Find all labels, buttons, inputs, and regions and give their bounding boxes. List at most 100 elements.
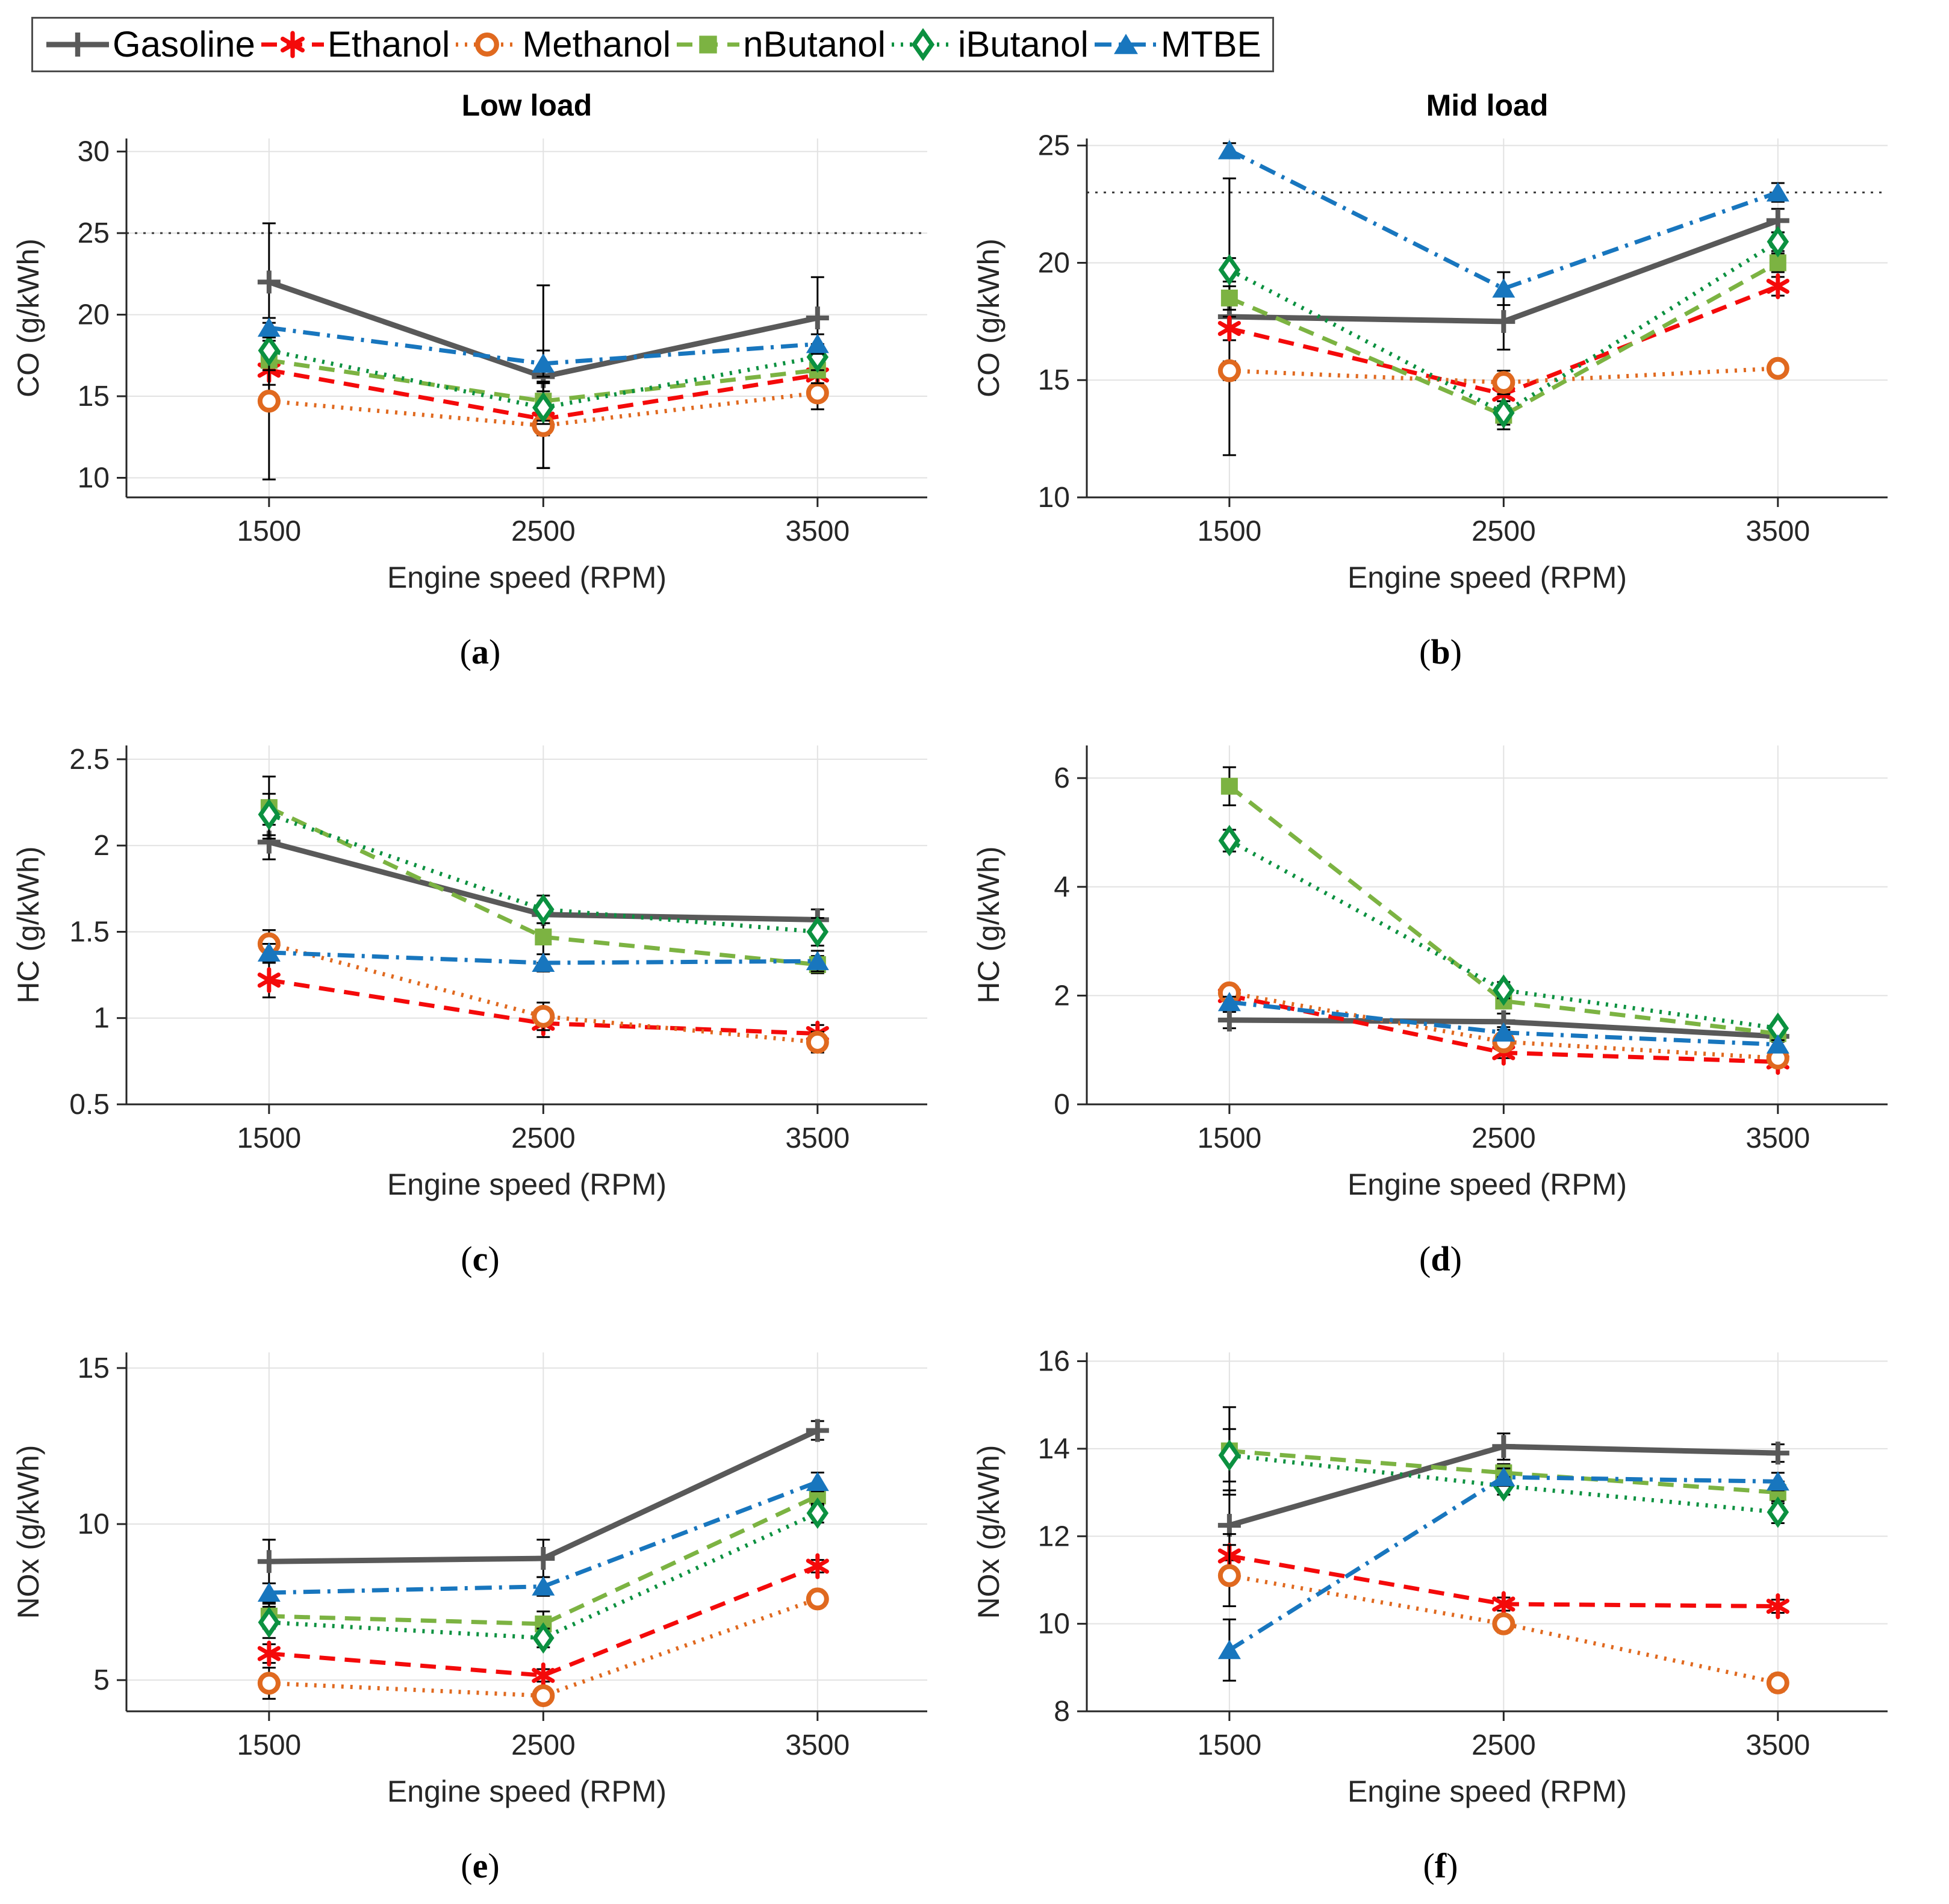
caption-e: (e) <box>0 1827 960 1904</box>
svg-text:1.5: 1.5 <box>69 916 110 948</box>
svg-text:Engine speed (RPM): Engine speed (RPM) <box>1348 1168 1627 1201</box>
caption-c-letter: c <box>472 1239 488 1278</box>
svg-text:Engine speed (RPM): Engine speed (RPM) <box>387 1168 667 1201</box>
svg-text:NOx (g/kWh): NOx (g/kWh) <box>11 1445 45 1619</box>
chart-nox-low-load: 5 10 15 1500 2500 3500 Engine speed (RPM) NOx (… <box>0 1297 960 1827</box>
svg-text:20: 20 <box>1038 247 1070 279</box>
charts-grid: 10 15 20 25 30 1500 2500 3500 Engine speed (RPM)… <box>0 83 1949 1904</box>
svg-text:3500: 3500 <box>785 515 850 547</box>
legend-item-mtbe: MTBE <box>1092 25 1261 64</box>
svg-text:2.5: 2.5 <box>69 744 110 776</box>
caption-c-close: ) <box>488 1239 500 1278</box>
caption-b-open: ( <box>1419 632 1431 671</box>
svg-text:14: 14 <box>1038 1433 1070 1465</box>
svg-text:2500: 2500 <box>511 515 576 547</box>
svg-text:15: 15 <box>78 381 110 412</box>
svg-text:1500: 1500 <box>237 1122 301 1154</box>
svg-text:3500: 3500 <box>1745 1122 1810 1154</box>
caption-d-open: ( <box>1419 1239 1431 1278</box>
svg-text:CO (g/kWh): CO (g/kWh) <box>972 238 1006 397</box>
legend-item-gasoline: Gasoline <box>44 25 255 64</box>
svg-text:0: 0 <box>1054 1089 1070 1121</box>
svg-text:1500: 1500 <box>1197 515 1261 547</box>
caption-c: (c) <box>0 1220 960 1297</box>
svg-text:6: 6 <box>1054 762 1070 794</box>
legend-triangle-icon <box>1094 34 1157 54</box>
caption-f-close: ) <box>1446 1846 1458 1885</box>
caption-a-close: ) <box>489 632 501 671</box>
caption-a-open: ( <box>459 632 471 671</box>
svg-text:2500: 2500 <box>1472 1122 1536 1154</box>
svg-text:15: 15 <box>78 1352 110 1384</box>
svg-text:NOx (g/kWh): NOx (g/kWh) <box>972 1445 1006 1619</box>
chart-row-co: 10 15 20 25 30 1500 2500 3500 Engine speed (RPM)… <box>0 83 1949 613</box>
chart-co-low-load: 10 15 20 25 30 1500 2500 3500 Engine speed (RPM)… <box>0 83 960 613</box>
svg-text:10: 10 <box>78 1508 110 1540</box>
svg-text:2: 2 <box>1054 980 1070 1012</box>
svg-text:1500: 1500 <box>237 515 301 547</box>
svg-text:8: 8 <box>1054 1696 1070 1728</box>
svg-text:1500: 1500 <box>1197 1122 1261 1154</box>
svg-text:Low load: Low load <box>462 89 592 122</box>
caption-e-close: ) <box>488 1846 500 1885</box>
legend-label-mtbe: MTBE <box>1160 24 1261 64</box>
caption-d-letter: d <box>1431 1239 1450 1278</box>
legend-label-nbutanol: nButanol <box>743 24 886 64</box>
svg-text:1: 1 <box>93 1003 110 1034</box>
svg-text:3500: 3500 <box>1745 1729 1810 1761</box>
caption-row-1: (a) (b) <box>0 613 1949 690</box>
svg-text:2: 2 <box>93 830 110 862</box>
caption-b-letter: b <box>1431 632 1450 671</box>
svg-text:3500: 3500 <box>785 1122 850 1154</box>
svg-text:10: 10 <box>1038 1608 1070 1640</box>
svg-text:Engine speed (RPM): Engine speed (RPM) <box>387 561 667 594</box>
svg-text:30: 30 <box>78 136 110 168</box>
caption-f-letter: f <box>1434 1846 1447 1885</box>
caption-a: (a) <box>0 613 960 690</box>
legend-label-ibutanol: iButanol <box>958 24 1089 64</box>
chart-co-mid-load: 10 15 20 25 1500 2500 3500 Engine speed (RPM) CO… <box>960 83 1921 613</box>
svg-text:10: 10 <box>78 462 110 494</box>
emissions-figure: Gasoline Ethanol Methanol nButanol iButanol M… <box>11 17 1888 1885</box>
svg-text:25: 25 <box>78 217 110 249</box>
svg-text:Engine speed (RPM): Engine speed (RPM) <box>1348 561 1627 594</box>
caption-d-close: ) <box>1450 1239 1462 1278</box>
chart-row-hc: 0.5 1 1.5 2 2.5 1500 2500 3500 Engine speed (RPM… <box>0 690 1949 1220</box>
svg-text:Engine speed (RPM): Engine speed (RPM) <box>1348 1775 1627 1808</box>
svg-text:15: 15 <box>1038 364 1070 396</box>
svg-text:3500: 3500 <box>1745 515 1810 547</box>
svg-text:1500: 1500 <box>237 1729 301 1761</box>
chart-hc-mid-load: 0 2 4 6 1500 2500 3500 Engine speed (RPM) HC (g/… <box>960 690 1921 1220</box>
chart-hc-low-load: 0.5 1 1.5 2 2.5 1500 2500 3500 Engine speed (RPM… <box>0 690 960 1220</box>
legend-diamond-icon <box>892 28 955 61</box>
svg-text:10: 10 <box>1038 482 1070 514</box>
chart-nox-mid-load: 8 10 12 14 16 1500 2500 3500 Engine speed (RPM) N… <box>960 1297 1921 1827</box>
caption-b-close: ) <box>1450 632 1462 671</box>
svg-text:Mid load: Mid load <box>1426 89 1549 122</box>
svg-text:2500: 2500 <box>1472 1729 1536 1761</box>
caption-c-open: ( <box>461 1239 473 1278</box>
legend-item-nbutanol: nButanol <box>674 25 886 64</box>
legend-square-icon <box>677 36 740 54</box>
caption-d: (d) <box>960 1220 1921 1297</box>
legend: Gasoline Ethanol Methanol nButanol iButanol M… <box>31 17 1274 72</box>
legend-label-methanol: Methanol <box>522 24 671 64</box>
svg-text:3500: 3500 <box>785 1729 850 1761</box>
svg-text:1500: 1500 <box>1197 1729 1261 1761</box>
svg-text:0.5: 0.5 <box>69 1089 110 1121</box>
legend-asterisk-icon <box>261 31 324 58</box>
caption-row-2: (c) (d) <box>0 1220 1949 1297</box>
chart-row-nox: 5 10 15 1500 2500 3500 Engine speed (RPM) NOx (… <box>0 1297 1949 1827</box>
caption-row-3: (e) (f) <box>0 1827 1949 1904</box>
caption-a-letter: a <box>471 632 489 671</box>
svg-text:HC (g/kWh): HC (g/kWh) <box>11 846 45 1003</box>
caption-f-open: ( <box>1423 1846 1435 1885</box>
legend-item-ethanol: Ethanol <box>259 25 450 64</box>
svg-text:16: 16 <box>1038 1346 1070 1378</box>
svg-text:5: 5 <box>93 1664 110 1696</box>
caption-b: (b) <box>960 613 1921 690</box>
legend-label-ethanol: Ethanol <box>327 24 450 64</box>
svg-text:2500: 2500 <box>1472 515 1536 547</box>
legend-item-ibutanol: iButanol <box>889 25 1089 64</box>
svg-text:20: 20 <box>78 299 110 331</box>
